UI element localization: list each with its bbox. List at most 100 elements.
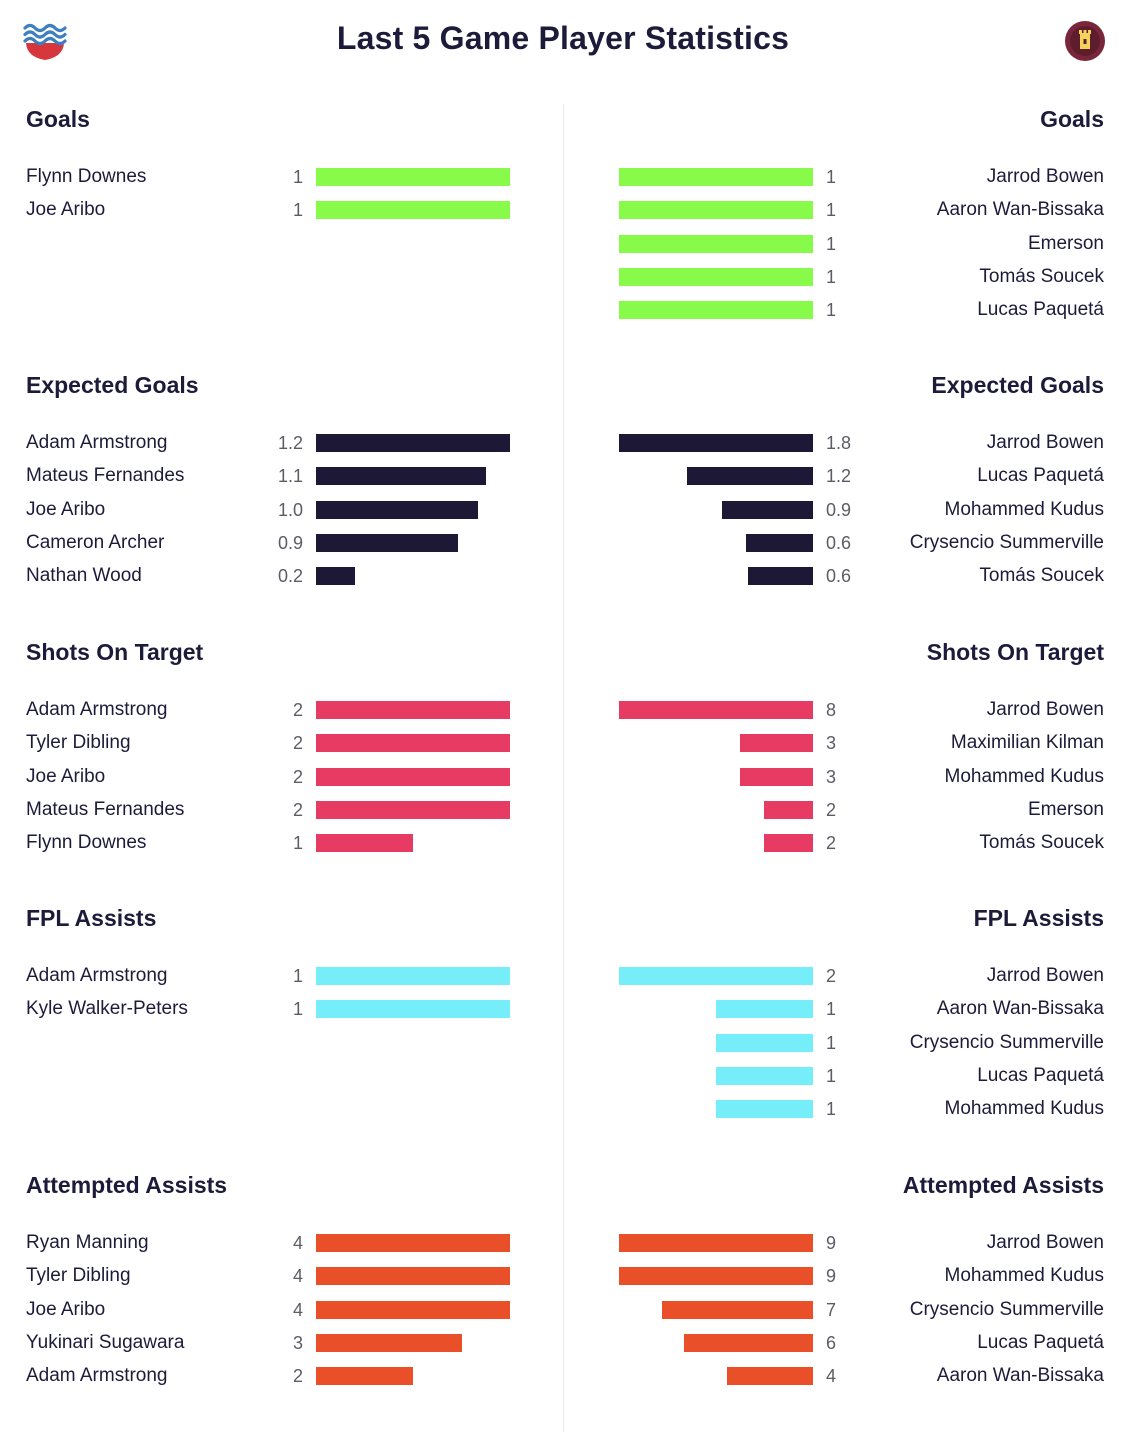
data-label: 4: [292, 1266, 303, 1287]
bar-mark: [740, 734, 813, 753]
data-label: 2: [292, 733, 303, 754]
bar-mark: [716, 1100, 813, 1119]
data-label: 4: [826, 1366, 837, 1387]
bar-mark: [764, 800, 813, 819]
data-label: 1: [826, 999, 837, 1020]
bar-mark: [316, 201, 510, 220]
player-name: Mateus Fernandes: [26, 465, 185, 487]
player-name: Joe Aribo: [26, 1298, 106, 1320]
player-name: Adam Armstrong: [26, 699, 168, 720]
player-name: Joe Aribo: [26, 498, 106, 520]
data-label: 2: [826, 799, 837, 820]
bar-mark: [619, 434, 813, 452]
player-name: Kyle Walker-Peters: [26, 998, 188, 1020]
player-name: Flynn Downes: [26, 166, 147, 187]
bar-mark: [316, 1267, 510, 1286]
data-label: 4: [292, 1299, 303, 1320]
player-name: Lucas Paquetá: [977, 1064, 1104, 1086]
section-title-right: Expected Goals: [931, 372, 1104, 398]
bar-mark: [619, 701, 813, 719]
page-title: Last 5 Game Player Statistics: [336, 20, 790, 56]
bar-mark: [316, 1300, 510, 1319]
data-label: 0.6: [826, 532, 852, 553]
data-label: 1: [292, 999, 303, 1020]
bar-mark: [316, 500, 478, 519]
section-title-right: Attempted Assists: [902, 1172, 1104, 1198]
player-name: Jarrod Bowen: [986, 965, 1104, 986]
player-name: Adam Armstrong: [26, 1365, 168, 1387]
southampton-crest-icon: [23, 23, 67, 60]
data-label: 1.2: [826, 466, 852, 487]
data-label: 1.1: [277, 466, 303, 487]
player-name: Crysencio Summerville: [909, 1298, 1104, 1320]
bar-mark: [316, 701, 510, 719]
player-name: Lucas Paquetá: [977, 465, 1104, 487]
bar-mark: [619, 201, 813, 220]
player-name: Tomás Soucek: [979, 565, 1104, 587]
player-name: Jarrod Bowen: [986, 166, 1104, 187]
data-label: 0.9: [277, 532, 303, 553]
player-name: Lucas Paquetá: [977, 299, 1104, 321]
player-name: Jarrod Bowen: [986, 432, 1104, 453]
player-name: Emerson: [1027, 798, 1104, 820]
player-name: Crysencio Summerville: [909, 531, 1104, 553]
data-label: 1: [826, 1065, 837, 1086]
player-name: Tomás Soucek: [979, 265, 1104, 287]
bar-mark: [316, 767, 510, 786]
bar-mark: [619, 1234, 813, 1252]
bar-mark: [716, 1066, 813, 1085]
data-label: 1: [826, 266, 837, 287]
section-title-left: Attempted Assists: [26, 1172, 228, 1198]
data-label: 2: [826, 966, 837, 986]
bar-mark: [316, 434, 510, 452]
player-name: Tomás Soucek: [979, 832, 1104, 854]
bar-mark: [687, 467, 813, 486]
data-label: 2: [292, 799, 303, 820]
bar-mark: [316, 567, 355, 586]
section-title-left: FPL Assists: [26, 905, 157, 931]
player-name: Mateus Fernandes: [26, 798, 185, 820]
player-name: Aaron Wan-Bissaka: [936, 199, 1104, 221]
player-name: Mohammed Kudus: [944, 765, 1104, 787]
bar-mark: [316, 168, 510, 186]
data-label: 1: [292, 200, 303, 221]
bar-mark: [740, 767, 813, 786]
bar-mark: [316, 1000, 510, 1019]
player-name: Mohammed Kudus: [944, 1265, 1104, 1287]
player-name: Cameron Archer: [26, 531, 165, 553]
data-label: 1: [292, 966, 303, 986]
bar-mark: [619, 267, 813, 286]
bar-mark: [619, 967, 813, 985]
player-name: Mohammed Kudus: [944, 1098, 1104, 1120]
bar-mark: [316, 1234, 510, 1252]
bar-mark: [316, 734, 510, 753]
section-title-right: Goals: [1040, 106, 1104, 132]
player-name: Flynn Downes: [26, 832, 147, 854]
header: Last 5 Game Player Statistics: [0, 0, 1126, 84]
bar-mark: [316, 800, 510, 819]
player-name: Ryan Manning: [26, 1232, 149, 1253]
data-label: 1: [826, 233, 837, 254]
bar-mark: [619, 301, 813, 320]
player-name: Joe Aribo: [26, 199, 106, 221]
bar-mark: [722, 500, 813, 519]
data-label: 9: [826, 1266, 837, 1287]
section-title-left: Expected Goals: [26, 372, 199, 398]
bar-mark: [316, 533, 458, 552]
bar-mark: [316, 467, 486, 486]
player-name: Tyler Dibling: [26, 1265, 131, 1287]
bar-mark: [662, 1300, 813, 1319]
player-name: Aaron Wan-Bissaka: [936, 1365, 1104, 1387]
data-label: 4: [292, 1233, 303, 1253]
data-label: 8: [826, 700, 837, 720]
bar-mark: [316, 1333, 462, 1352]
data-label: 1.8: [826, 433, 852, 453]
player-name: Emerson: [1027, 232, 1104, 254]
player-name: Mohammed Kudus: [944, 498, 1104, 520]
bar-mark: [619, 168, 813, 186]
section-title-right: FPL Assists: [973, 905, 1104, 931]
data-label: 3: [826, 733, 837, 754]
data-label: 1: [292, 167, 303, 187]
bar-mark: [316, 834, 413, 853]
bar-mark: [619, 234, 813, 253]
